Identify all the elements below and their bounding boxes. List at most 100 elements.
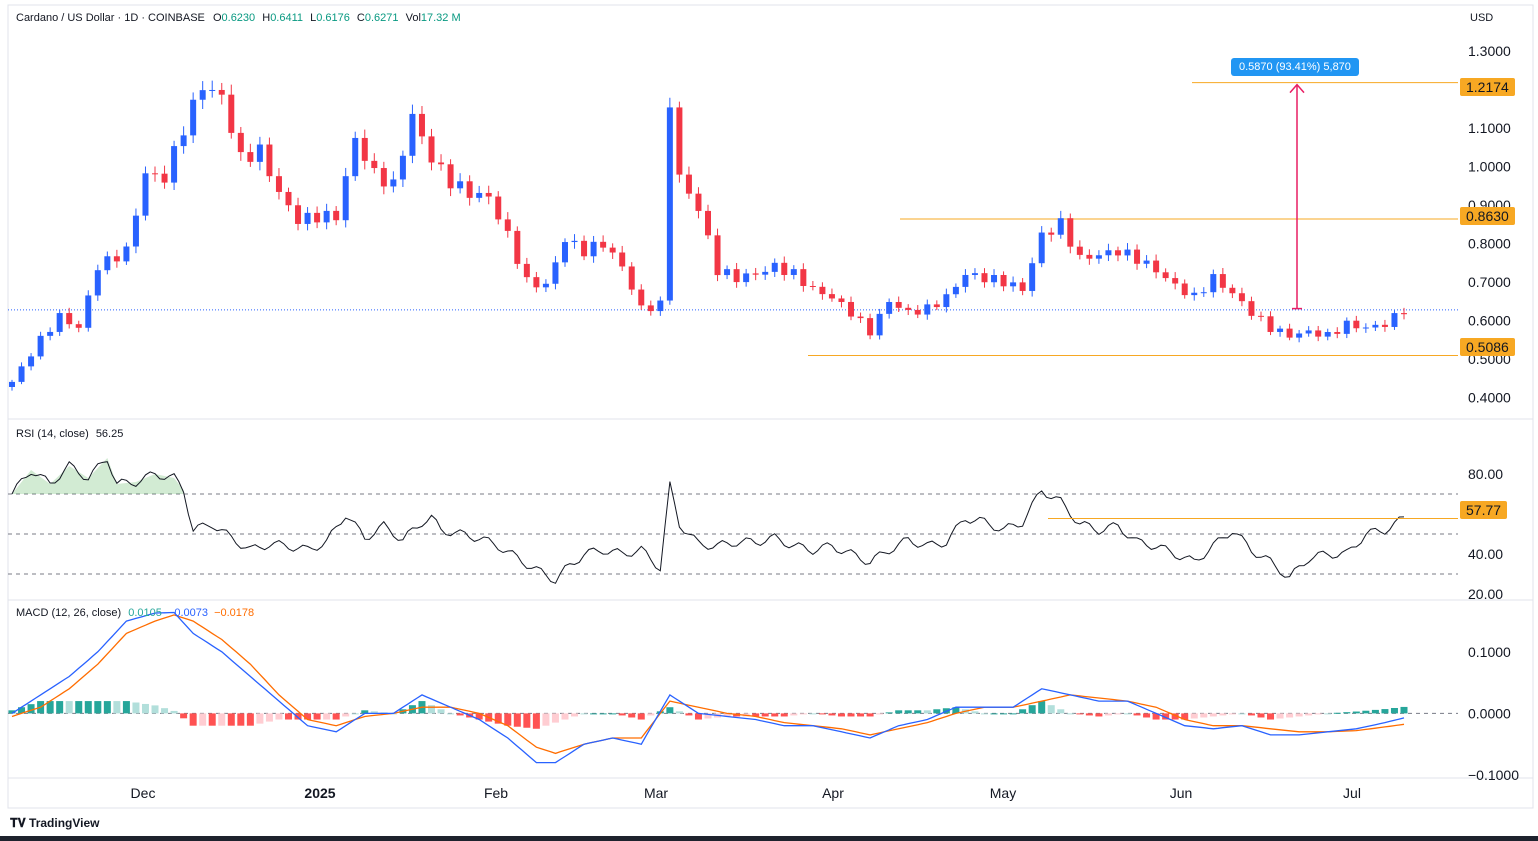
candle-body bbox=[962, 274, 969, 287]
macd-histogram-bar bbox=[1257, 713, 1265, 718]
candle-body bbox=[657, 300, 664, 312]
candle-body bbox=[895, 302, 902, 308]
candle-body bbox=[705, 210, 711, 236]
macd-histogram-bar bbox=[1162, 713, 1170, 720]
macd-histogram-bar bbox=[876, 713, 884, 715]
macd-pane[interactable] bbox=[8, 611, 1458, 764]
macd-histogram-bar bbox=[885, 712, 893, 714]
macd-histogram-bar bbox=[1295, 713, 1303, 717]
time-axis[interactable]: Dec 2025 Feb Mar Apr May Jun Jul bbox=[131, 785, 1361, 801]
candle-body bbox=[9, 381, 15, 387]
measure-arrow-head bbox=[1289, 83, 1305, 94]
candle-body bbox=[971, 273, 978, 275]
candle-body bbox=[1048, 232, 1055, 235]
macd-histogram-bar bbox=[1009, 713, 1017, 715]
macd-histogram-bar bbox=[952, 707, 960, 714]
macd-histogram-bar bbox=[523, 713, 531, 728]
macd-histogram-bar bbox=[284, 713, 292, 720]
rsi-level-badge: 57.77 bbox=[1460, 501, 1508, 519]
macd-histogram-bar bbox=[351, 713, 359, 715]
macd-histogram-bar bbox=[18, 707, 26, 714]
macd-histogram-bar bbox=[780, 713, 788, 717]
time-tick-label: Jul bbox=[1343, 785, 1361, 801]
candle-body bbox=[190, 99, 197, 136]
candle-body bbox=[1229, 287, 1236, 294]
candle-body bbox=[1305, 330, 1312, 334]
candle-body bbox=[132, 215, 139, 247]
time-tick-label: Jun bbox=[1170, 785, 1193, 801]
candle-body bbox=[352, 137, 359, 177]
candle-body bbox=[1181, 283, 1188, 296]
candle-body bbox=[342, 176, 349, 221]
macd-histogram-bar bbox=[628, 713, 636, 718]
candle-body bbox=[600, 241, 607, 248]
rsi-pane[interactable] bbox=[8, 458, 1458, 584]
macd-histogram-bar bbox=[27, 704, 35, 714]
candle-body bbox=[1372, 324, 1379, 328]
candle-body bbox=[1277, 328, 1284, 332]
candle-body bbox=[1038, 232, 1045, 264]
candle-body bbox=[428, 136, 435, 163]
macd-histogram-bar bbox=[513, 713, 521, 727]
macd-histogram-bar bbox=[771, 713, 779, 717]
price-tick-label: 0.7000 bbox=[1468, 274, 1511, 290]
macd-histogram-bar bbox=[1247, 713, 1255, 716]
candle-body bbox=[75, 324, 82, 328]
candle-body bbox=[123, 246, 130, 262]
candle-body bbox=[838, 298, 845, 302]
macd-histogram-bar bbox=[571, 713, 579, 717]
tv-logo-icon: 𝐓𝐕 bbox=[10, 816, 26, 830]
candle-body bbox=[1114, 250, 1121, 256]
candle-body bbox=[180, 135, 187, 147]
price-axis[interactable]: 1.30001.20001.10001.00000.90000.80000.70… bbox=[1468, 43, 1519, 783]
candle-body bbox=[1219, 274, 1226, 288]
price-pane[interactable] bbox=[8, 80, 1458, 391]
candle-body bbox=[333, 210, 340, 221]
candle-body bbox=[142, 173, 149, 216]
candle-body bbox=[438, 162, 445, 165]
macd-histogram-bar bbox=[103, 701, 111, 714]
macd-histogram-bar bbox=[847, 713, 855, 717]
candle-body bbox=[247, 152, 254, 162]
candle-body bbox=[743, 273, 750, 283]
candle-body bbox=[56, 313, 63, 332]
macd-histogram-bar bbox=[447, 713, 455, 715]
candle-body bbox=[1353, 320, 1360, 329]
candle-body bbox=[828, 294, 835, 299]
macd-histogram-bar bbox=[637, 713, 645, 720]
candle-body bbox=[800, 269, 807, 287]
currency-label[interactable]: USD bbox=[1470, 12, 1494, 24]
candle-body bbox=[848, 301, 855, 317]
candle-body bbox=[1200, 292, 1207, 294]
macd-histogram-bar bbox=[1400, 706, 1408, 714]
candle-body bbox=[666, 107, 673, 301]
macd-histogram-bar bbox=[542, 713, 550, 726]
macd-histogram-bar bbox=[895, 710, 903, 714]
macd-histogram-bar bbox=[866, 713, 874, 717]
candle-body bbox=[1019, 282, 1026, 291]
macd-histogram-bar bbox=[1028, 705, 1036, 714]
macd-histogram-bar bbox=[1095, 713, 1103, 717]
candle-body bbox=[380, 168, 387, 187]
macd-histogram-bar bbox=[761, 713, 769, 717]
chart-frame bbox=[7, 4, 1534, 809]
bottom-strip bbox=[0, 836, 1538, 841]
symbol-label: Cardano / US Dollar · 1D · COINBASE bbox=[16, 12, 205, 24]
candle-body bbox=[466, 181, 473, 198]
close-label: C bbox=[356, 12, 365, 24]
candle-body bbox=[66, 313, 73, 325]
high-value: 0.6411 bbox=[270, 12, 304, 24]
rsi-tick-label: 40.00 bbox=[1468, 546, 1503, 562]
macd-histogram-bar bbox=[1124, 713, 1132, 715]
macd-histogram-bar bbox=[1038, 701, 1046, 714]
measure-label[interactable]: 0.5870 (93.41%) 5,870 bbox=[1231, 58, 1359, 76]
macd-histogram-bar bbox=[752, 713, 760, 717]
macd-histogram-bar bbox=[46, 701, 54, 714]
candle-body bbox=[628, 266, 635, 290]
macd-histogram-bar bbox=[132, 702, 140, 714]
macd-histogram-bar bbox=[1228, 713, 1236, 715]
candle-body bbox=[1267, 316, 1274, 332]
macd-histogram-bar bbox=[1104, 713, 1112, 716]
tradingview-logo[interactable]: 𝐓𝐕 TradingView bbox=[10, 816, 100, 831]
